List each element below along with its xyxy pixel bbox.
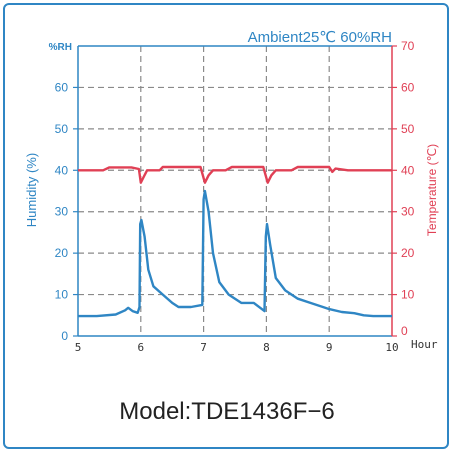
x-axis-label: Hour [411,338,438,351]
x-tick-label: 7 [200,341,207,354]
left-tick-label: 50 [55,122,69,136]
left-tick-label: 60 [55,80,69,94]
right-tick-label: 70 [401,39,415,53]
right-tick-label: 10 [401,288,415,302]
temperature-series-line [78,165,392,184]
right-axis-label: Temperature (℃) [425,144,439,236]
series [78,165,392,318]
model-label: Model:TDE1436F−6 [119,398,335,425]
chart-title: Ambient25℃ 60%RH [248,29,392,46]
right-tick-label: 0 [401,324,408,338]
humidity-series-line [78,189,392,318]
right-tick-label: 50 [401,122,415,136]
x-tick-label: 9 [326,341,333,354]
left-tick-label: 0 [61,329,68,343]
right-tick-label: 20 [401,246,415,260]
grid [78,46,392,336]
x-tick-label: 6 [137,341,144,354]
left-axis-unit-label: %RH [49,42,72,53]
left-tick-label: 30 [55,205,69,219]
x-tick-label: 5 [75,341,82,354]
x-tick-label: 8 [263,341,270,354]
right-tick-label: 30 [401,205,415,219]
left-tick-label: 20 [55,246,69,260]
right-tick-label: 40 [401,163,415,177]
left-axis-label: Humidity (%) [24,153,39,227]
x-tick-label: 10 [385,341,398,354]
left-tick-label: 40 [55,163,69,177]
left-tick-label: 10 [55,288,69,302]
right-tick-label: 60 [401,80,415,94]
axes [73,45,397,337]
